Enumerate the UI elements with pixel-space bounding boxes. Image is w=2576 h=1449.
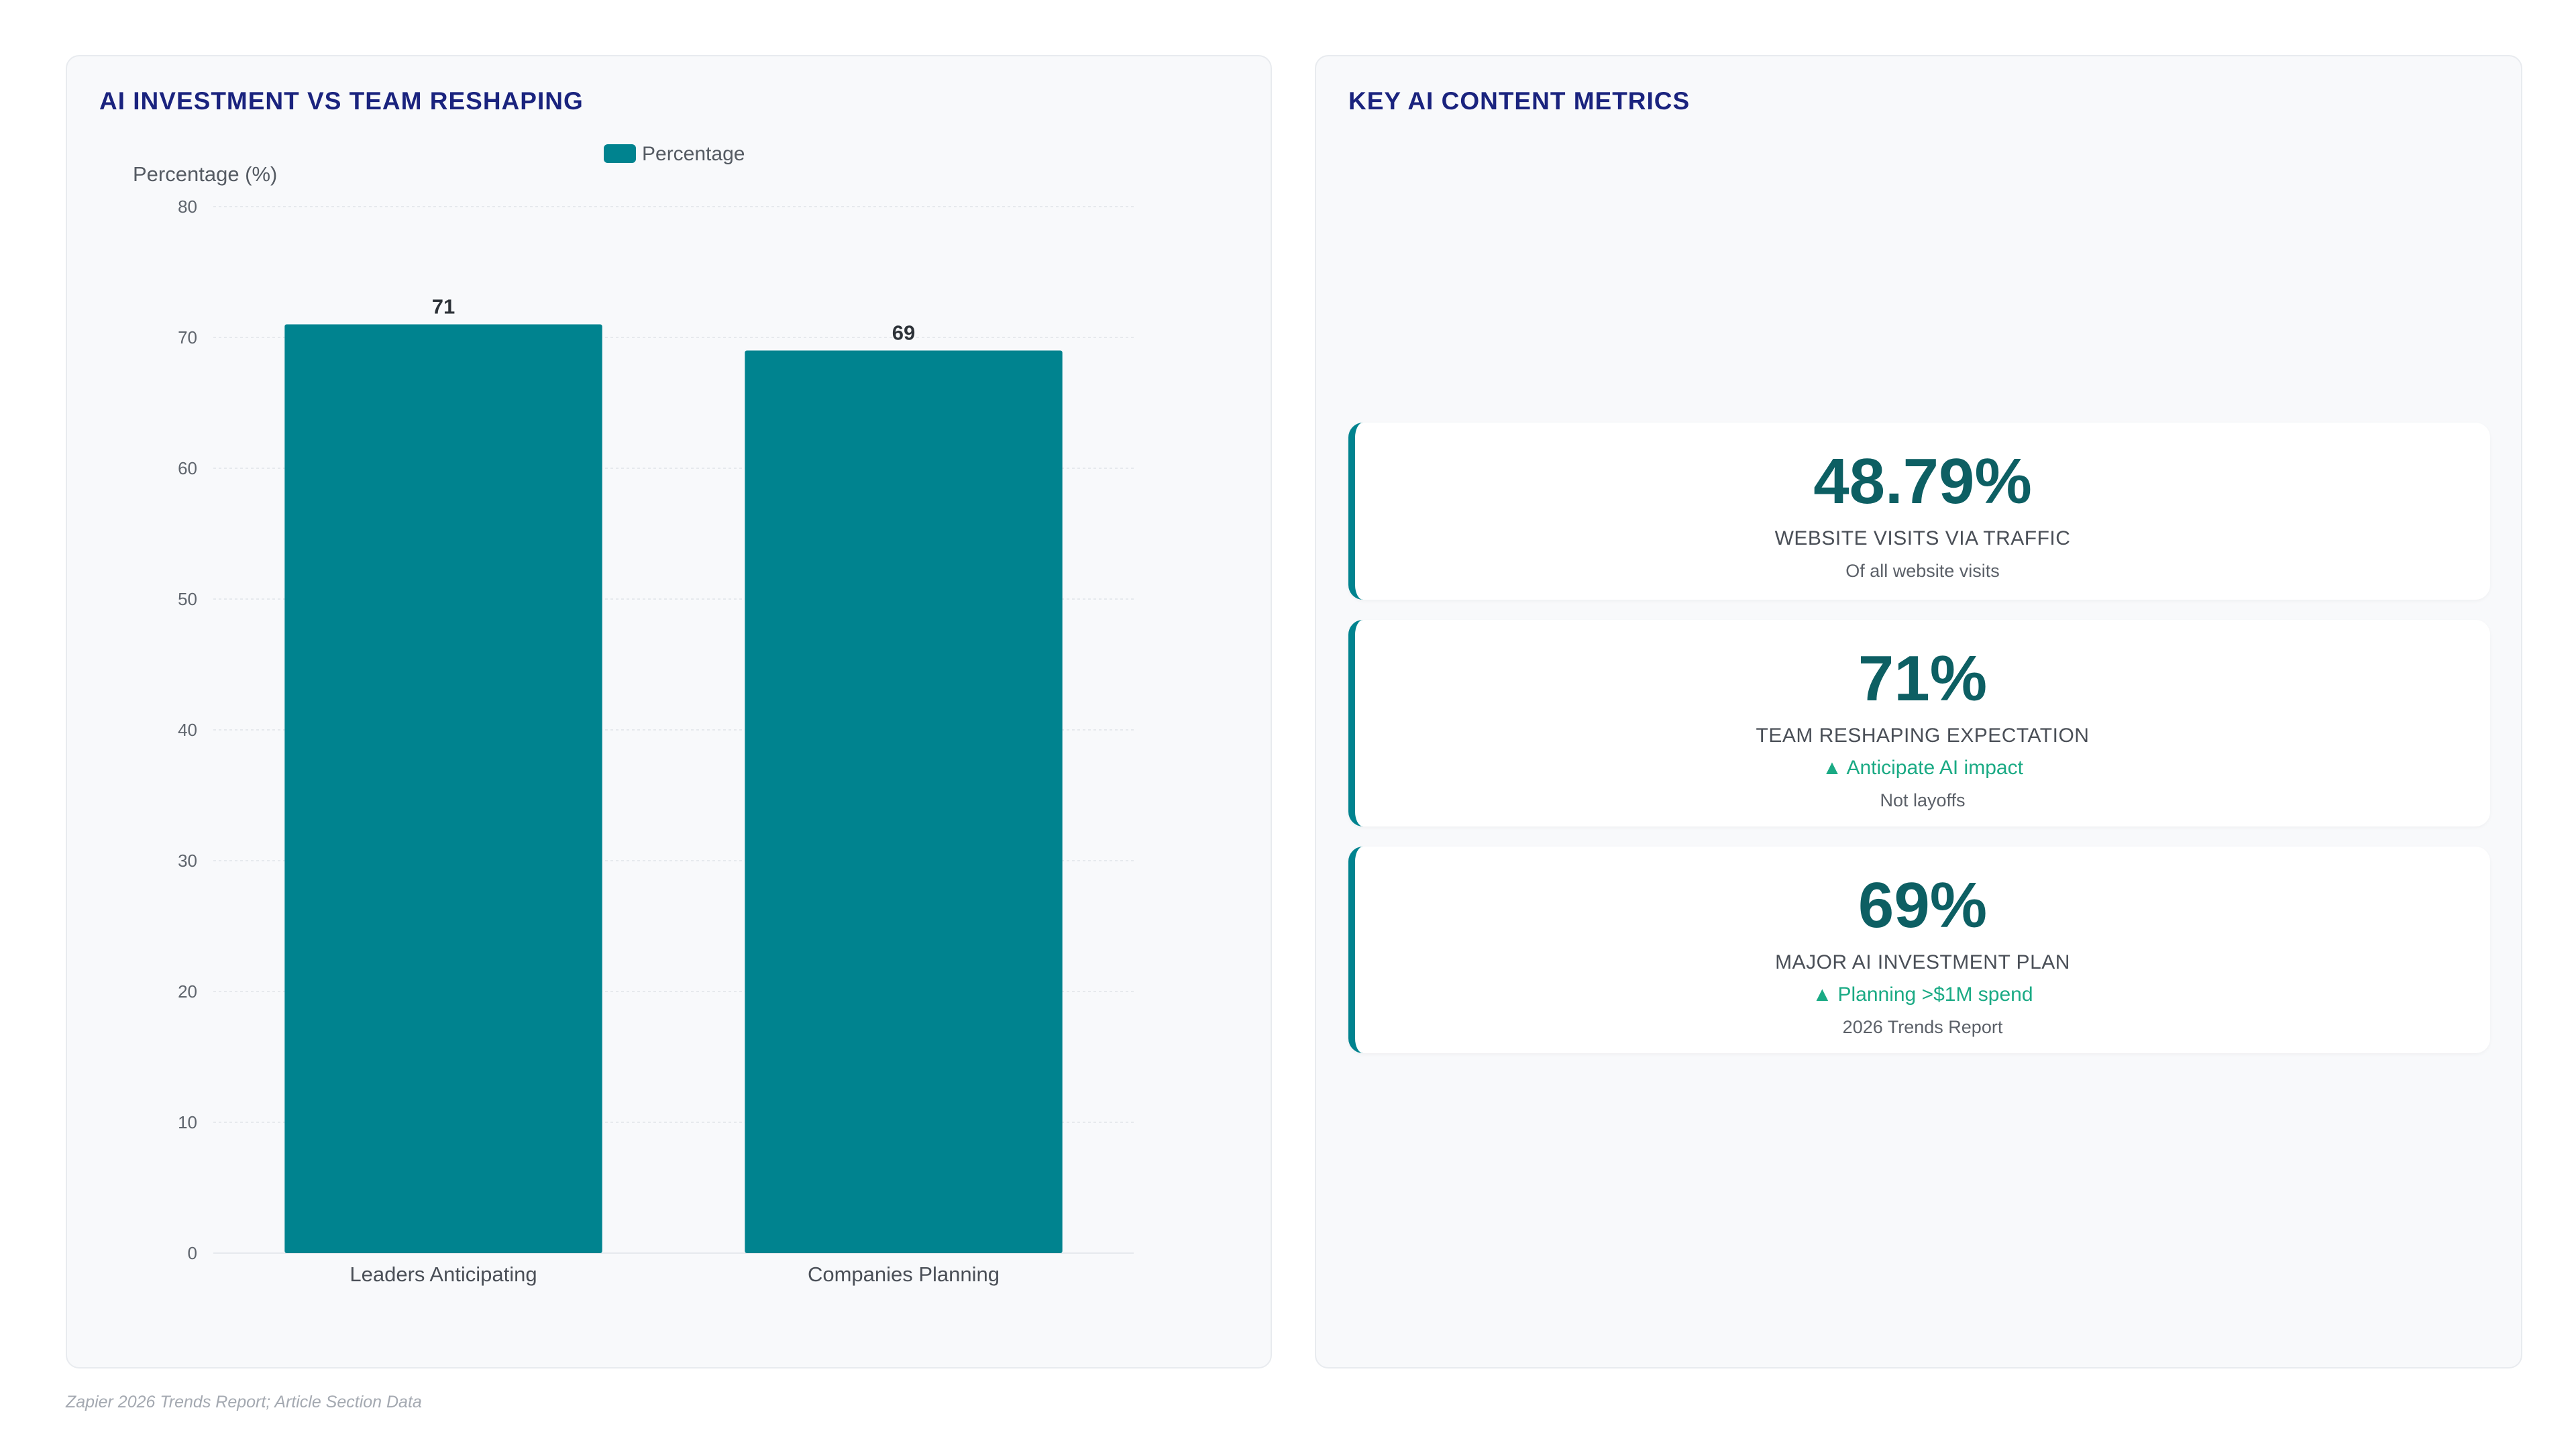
metric-subtext: Of all website visits xyxy=(1845,561,2000,581)
bar-chart: Percentage Percentage (%) 0 10 20 30 40 50 60 7… xyxy=(133,143,1134,1286)
metric-label: TEAM RESHAPING EXPECTATION xyxy=(1756,724,2090,747)
metric-value: 69% xyxy=(1858,869,1988,941)
y-axis-ticks: 0 10 20 30 40 50 60 70 80 xyxy=(178,197,197,1263)
chart-bars xyxy=(284,324,1063,1253)
metric-subtext: 2026 Trends Report xyxy=(1842,1017,2003,1037)
bar xyxy=(745,350,1063,1253)
y-tick-label: 80 xyxy=(178,197,197,217)
legend-label: Percentage xyxy=(642,143,745,165)
metric-trend-up: ▲ Planning >$1M spend xyxy=(1812,983,2033,1006)
metrics-panel: KEY AI CONTENT METRICS 48.79% WEBSITE VI… xyxy=(1315,55,2522,1368)
y-tick-label: 40 xyxy=(178,720,197,740)
source-footnote: Zapier 2026 Trends Report; Article Secti… xyxy=(66,1393,422,1411)
metric-card-investment-plan: 69% MAJOR AI INVESTMENT PLAN ▲ Planning … xyxy=(1348,847,2490,1053)
metric-value: 48.79% xyxy=(1813,445,2032,517)
metric-label: WEBSITE VISITS VIA TRAFFIC xyxy=(1774,527,2071,549)
metric-subtext: Not layoffs xyxy=(1880,790,1966,810)
chart-panel-title: AI INVESTMENT VS TEAM RESHAPING xyxy=(99,87,584,115)
y-tick-label: 10 xyxy=(178,1112,197,1132)
x-tick-label: Companies Planning xyxy=(808,1263,1000,1286)
y-tick-label: 50 xyxy=(178,589,197,609)
metrics-panel-title: KEY AI CONTENT METRICS xyxy=(1348,87,1690,115)
metric-card-team-reshaping: 71% TEAM RESHAPING EXPECTATION ▲ Anticip… xyxy=(1348,620,2490,826)
x-tick-label: Leaders Anticipating xyxy=(350,1263,537,1286)
bar-data-label: 71 xyxy=(432,295,455,319)
metric-value: 71% xyxy=(1858,643,1988,714)
metric-card-website-visits: 48.79% WEBSITE VISITS VIA TRAFFIC Of all… xyxy=(1348,423,2490,600)
y-tick-label: 30 xyxy=(178,851,197,871)
metric-label: MAJOR AI INVESTMENT PLAN xyxy=(1775,951,2070,973)
chart-legend[interactable]: Percentage xyxy=(604,143,745,165)
bar xyxy=(284,324,602,1253)
y-tick-label: 70 xyxy=(178,327,197,347)
bar-data-label: 69 xyxy=(892,321,915,345)
bar-data-labels: 71 69 xyxy=(432,295,915,345)
metric-trend-up: ▲ Anticipate AI impact xyxy=(1822,757,2023,779)
y-tick-label: 0 xyxy=(188,1243,197,1263)
x-axis-ticks: Leaders Anticipating Companies Planning xyxy=(350,1263,1000,1286)
chart-panel: AI INVESTMENT VS TEAM RESHAPING Percenta… xyxy=(66,55,1272,1368)
y-axis-label: Percentage (%) xyxy=(133,162,277,186)
y-tick-label: 60 xyxy=(178,458,197,478)
legend-swatch xyxy=(604,144,636,163)
y-tick-label: 20 xyxy=(178,981,197,1002)
